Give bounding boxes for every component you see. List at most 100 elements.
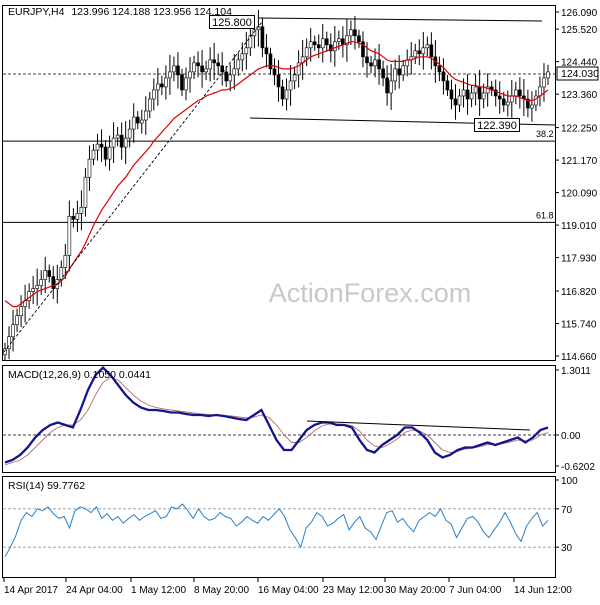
candle-body: [139, 119, 144, 124]
candle-body: [272, 68, 277, 76]
candle-body: [184, 77, 188, 91]
candle-body: [369, 62, 373, 67]
candle-body: [264, 47, 269, 55]
candle-body: [236, 59, 241, 70]
candle-body: [316, 44, 321, 49]
rsi-panel-frame: [2, 476, 556, 578]
candle-body: [365, 56, 369, 64]
candle-body: [83, 176, 88, 208]
candle-body: [530, 104, 534, 109]
x-tick-label: 1 May 12:00: [131, 585, 186, 596]
candle-body: [437, 65, 442, 73]
candle-body: [514, 89, 518, 97]
macd-tick-label: 1.3011: [561, 366, 591, 377]
candle-body: [176, 65, 180, 76]
candle-body: [135, 116, 140, 124]
price-tick-label: 120.090: [561, 189, 598, 200]
macd-panel-frame: [2, 365, 556, 473]
high-callout-box: [209, 15, 255, 29]
x-tick-label: 30 May 20:00: [385, 585, 446, 596]
rsi-header: RSI(14) 59.7762: [8, 480, 85, 492]
candle-body: [67, 216, 72, 256]
fib-level-label: 61.8: [536, 210, 554, 220]
price-tick-label: 122.250: [561, 124, 598, 135]
candle-body: [119, 134, 124, 148]
macd-trendline: [306, 420, 531, 431]
candle-body: [7, 336, 11, 350]
candle-body: [228, 74, 233, 82]
candle-body: [156, 83, 160, 91]
candle-body: [505, 101, 510, 106]
candle-body: [200, 65, 204, 73]
candle-body: [397, 68, 401, 76]
candle-body: [188, 71, 192, 79]
moving-average-line: [4, 41, 549, 308]
candle-body: [429, 44, 434, 58]
x-tick-label: 16 May 04:00: [258, 585, 319, 596]
candle-body: [542, 77, 546, 88]
symbol-timeframe: EURJPY,H4: [8, 6, 65, 18]
candle-body: [47, 270, 52, 277]
candle-body: [180, 74, 184, 91]
x-tick-label: 14 Apr 2017: [4, 585, 58, 596]
price-tick-label: 124.440: [561, 58, 598, 69]
candle-body: [377, 59, 381, 70]
candle-body: [324, 38, 329, 46]
candle-body: [337, 38, 341, 43]
price-tick-label: 121.170: [561, 156, 598, 167]
candle-body: [244, 47, 249, 55]
candle-body: [534, 95, 538, 106]
resistance-line: [257, 17, 543, 22]
price-panel-frame: [2, 5, 556, 361]
candle-body: [381, 68, 385, 79]
candle-body: [453, 98, 458, 106]
candle-body: [252, 29, 257, 37]
candle-body: [131, 116, 136, 130]
candle-body: [107, 146, 112, 160]
candle-body: [469, 92, 474, 100]
candle-body: [461, 89, 466, 97]
candle-body: [509, 95, 514, 103]
candle-body: [333, 41, 337, 52]
candle-body: [216, 62, 220, 67]
candle-body: [485, 86, 490, 94]
candle-body: [172, 65, 176, 73]
candle-body: [224, 71, 229, 82]
candle-body: [425, 44, 430, 49]
rsi-tick-label: 70: [561, 505, 573, 516]
candle-body: [518, 89, 522, 97]
ohlc-values: 123.996 124.188 123.956 124.104: [71, 6, 232, 18]
macd-y-ticks: 1.3011 0.00 -0.6202: [3, 366, 595, 473]
candle-body: [39, 279, 44, 286]
candle-body: [417, 50, 422, 55]
candle-body: [393, 68, 397, 82]
candle-body: [15, 315, 19, 325]
price-tick-label: 115.740: [561, 319, 597, 330]
price-tick-label: 123.360: [561, 90, 598, 101]
candle-body: [328, 44, 333, 52]
candle-body: [449, 89, 454, 100]
candle-body: [240, 53, 245, 61]
candle-body: [473, 86, 478, 94]
candle-body: [31, 288, 35, 292]
price-tick-label: 126.090: [561, 8, 598, 19]
candle-body: [212, 59, 216, 64]
candle-body: [123, 137, 128, 148]
candle-body: [204, 68, 208, 73]
candle-body: [304, 47, 309, 58]
candle-body: [312, 41, 317, 46]
price-tick-label: 125.520: [561, 25, 598, 36]
price-header: EURJPY,H4 123.996 124.188 123.956 124.10…: [8, 6, 232, 18]
candle-body: [481, 92, 486, 100]
candle-body: [477, 86, 482, 100]
macd-tick-label: -0.6202: [561, 462, 595, 473]
candle-body: [160, 83, 164, 88]
rsi-tick-label: 100: [561, 476, 578, 487]
candle-body: [389, 80, 393, 94]
candle-body: [143, 110, 148, 121]
candle-body: [268, 53, 273, 70]
candle-body: [99, 143, 104, 148]
candle-body: [19, 306, 23, 316]
